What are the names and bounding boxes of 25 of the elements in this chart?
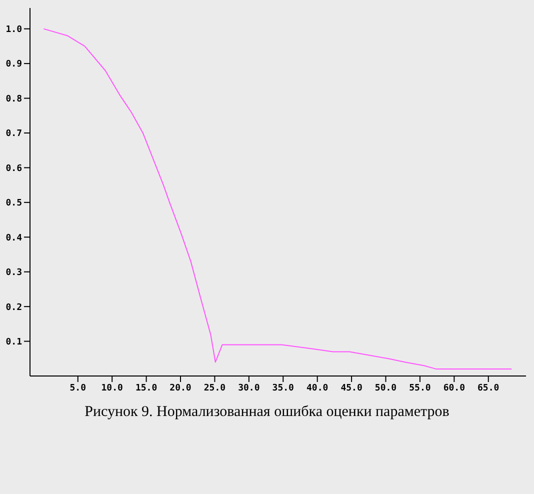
x-tick-label: 55.0 — [409, 383, 431, 394]
x-tick-label: 35.0 — [272, 383, 294, 394]
x-tick-label: 45.0 — [340, 383, 362, 394]
y-tick-label: 0.7 — [6, 129, 22, 140]
x-tick-label: 20.0 — [170, 383, 192, 394]
x-tick-label: 50.0 — [374, 383, 397, 394]
y-tick-label: 0.3 — [6, 268, 22, 278]
y-tick-label: 0.2 — [6, 302, 22, 313]
x-tick-label: 10.0 — [101, 383, 123, 394]
x-tick-label: 15.0 — [135, 383, 158, 394]
y-tick-label: 0.8 — [6, 94, 22, 104]
x-tick-label: 25.0 — [204, 383, 226, 394]
y-tick-label: 0.4 — [6, 233, 23, 244]
x-tick-label: 60.0 — [443, 383, 466, 394]
text: Рисунок 9. Нормализованная ошибка оценки параметров — [84, 404, 450, 421]
y-tick-label: 0.5 — [6, 198, 22, 209]
x-tick-label: 5.0 — [70, 383, 86, 394]
y-tick-label: 1.0 — [6, 25, 22, 36]
y-tick-label: 0.1 — [6, 337, 22, 348]
x-tick-label: 65.0 — [478, 383, 500, 394]
y-tick-label: 0.6 — [6, 164, 22, 174]
y-tick-label: 0.9 — [6, 60, 22, 70]
line-series — [43, 28, 512, 370]
x-tick-label: 40.0 — [306, 383, 328, 394]
x-tick-label: 30.0 — [238, 383, 260, 394]
